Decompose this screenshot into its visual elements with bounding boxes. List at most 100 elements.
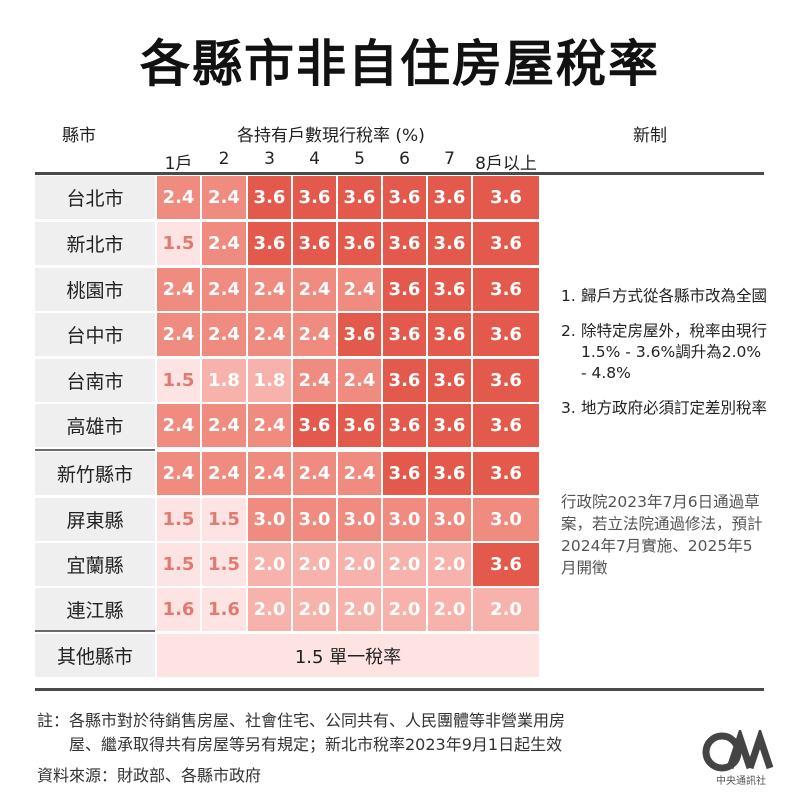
rate-cell: 3.6 <box>428 404 471 447</box>
county-label: 台南市 <box>35 359 155 402</box>
rate-cell: 2.0 <box>428 588 471 631</box>
column-header-2: 2 <box>218 149 230 169</box>
county-label: 台中市 <box>35 313 155 356</box>
rate-cell: 3.0 <box>338 498 381 541</box>
note-number: 2. <box>561 322 576 340</box>
column-header-8: 8戶以上 <box>475 154 537 174</box>
rate-cell: 2.0 <box>338 543 381 586</box>
rate-cell: 1.6 <box>202 588 246 631</box>
rate-cell: 1.5 <box>157 498 200 541</box>
rate-cell: 3.6 <box>473 404 539 447</box>
rate-cell: 2.4 <box>157 452 200 495</box>
rate-cell: 2.4 <box>202 176 246 219</box>
rate-cell: 3.6 <box>338 222 381 265</box>
note-text: 除特定房屋外，稅率由現行1.5% - 3.6%調升為2.0% - 4.8% <box>581 322 768 382</box>
other-counties-label: 其他縣市 <box>35 634 155 677</box>
rate-cell: 1.5 <box>202 498 246 541</box>
table-top-rule <box>35 172 764 175</box>
cna-logo-icon <box>702 730 774 772</box>
rate-cell: 3.6 <box>428 452 471 495</box>
rate-cell: 2.0 <box>428 543 471 586</box>
rate-cell: 3.6 <box>338 313 381 356</box>
rate-cell: 2.4 <box>248 452 291 495</box>
rate-cell: 3.0 <box>248 498 291 541</box>
county-label: 台北市 <box>35 176 155 219</box>
rate-cell: 3.0 <box>473 498 539 541</box>
rate-cell: 3.6 <box>383 404 426 447</box>
rate-cell: 3.0 <box>383 498 426 541</box>
rate-cell: 3.6 <box>473 452 539 495</box>
rate-cell: 2.0 <box>248 588 291 631</box>
rate-cell: 1.5 <box>157 359 200 402</box>
rate-cell: 2.4 <box>338 452 381 495</box>
new-system-status: 行政院2023年7月6日通過草案，若立法院通過修法，預計2024年7月實施、20… <box>561 493 763 577</box>
column-header-3: 3 <box>264 149 275 169</box>
rate-cell: 1.8 <box>202 359 246 402</box>
county-column-header: 縣市 <box>62 126 96 146</box>
rate-cell: 3.6 <box>248 222 291 265</box>
note-item: 2. 除特定房屋外，稅率由現行1.5% - 3.6%調升為2.0% - 4.8% <box>561 321 771 384</box>
rate-cell: 2.4 <box>157 176 200 219</box>
footnote-line: 屋、繼承取得共有房屋等另有規定；新北市稅率2023年9月1日起生效 <box>69 735 563 754</box>
county-label: 高雄市 <box>35 404 155 447</box>
column-header-4: 4 <box>309 149 320 169</box>
rate-cell: 2.4 <box>293 268 336 311</box>
rate-cell: 2.4 <box>338 359 381 402</box>
rate-cell: 3.6 <box>473 268 539 311</box>
rate-cell: 3.6 <box>293 222 336 265</box>
rates-column-header: 各持有戶數現行稅率 (%) <box>237 126 425 146</box>
column-header-1: 1戶 <box>164 154 193 174</box>
note-item: 1. 歸戶方式從各縣市改為全國 <box>561 286 771 307</box>
rate-cell: 2.0 <box>293 588 336 631</box>
rate-cell: 3.6 <box>338 404 381 447</box>
rate-cell: 2.0 <box>383 543 426 586</box>
rate-cell: 2.4 <box>293 313 336 356</box>
rate-cell: 3.6 <box>383 268 426 311</box>
county-label: 連江縣 <box>35 588 155 631</box>
table-bottom-rule <box>35 688 764 691</box>
rate-cell: 3.6 <box>293 404 336 447</box>
rate-cell: 2.4 <box>248 268 291 311</box>
source-credit: 資料來源：財政部、各縣市政府 <box>37 766 262 785</box>
county-label: 屏東縣 <box>35 498 155 541</box>
rate-cell: 3.6 <box>383 313 426 356</box>
rate-cell: 3.6 <box>383 176 426 219</box>
rate-cell: 2.0 <box>293 543 336 586</box>
note-number: 3. <box>561 399 576 417</box>
rate-cell: 1.6 <box>157 588 200 631</box>
rate-cell: 3.6 <box>473 222 539 265</box>
rate-cell: 3.6 <box>383 452 426 495</box>
county-label: 宜蘭縣 <box>35 543 155 586</box>
county-label: 桃園市 <box>35 268 155 311</box>
rate-cell: 3.6 <box>338 176 381 219</box>
rate-cell: 3.6 <box>428 268 471 311</box>
rate-cell: 1.5 <box>157 222 200 265</box>
column-header-6: 6 <box>399 149 410 169</box>
rate-cell: 3.6 <box>473 359 539 402</box>
rate-cell: 2.4 <box>202 313 246 356</box>
rate-cell: 3.6 <box>473 313 539 356</box>
footnote-line: 註：各縣市對於待銷售房屋、社會住宅、公同共有、人民團體等非營業用房 <box>37 711 566 730</box>
rate-cell: 3.6 <box>293 176 336 219</box>
rate-cell: 1.5 <box>157 543 200 586</box>
note-item: 3. 地方政府必須訂定差別稅率 <box>561 398 771 419</box>
county-group-divider <box>35 449 155 451</box>
rate-cell: 2.4 <box>202 268 246 311</box>
column-header-5: 5 <box>354 149 365 169</box>
rate-cell: 3.6 <box>248 176 291 219</box>
rate-cell: 1.8 <box>248 359 291 402</box>
rate-cell: 1.5 <box>202 543 246 586</box>
other-counties-rate: 1.5 單一稅率 <box>157 634 539 677</box>
rate-cell: 3.6 <box>383 222 426 265</box>
note-text: 歸戶方式從各縣市改為全國 <box>581 287 768 305</box>
rate-cell: 2.4 <box>157 268 200 311</box>
rate-cell: 2.4 <box>338 268 381 311</box>
rate-cell: 2.4 <box>202 452 246 495</box>
rate-cell: 2.4 <box>293 452 336 495</box>
rate-cell: 3.6 <box>428 176 471 219</box>
rate-cell: 2.0 <box>383 588 426 631</box>
page-title: 各縣市非自住房屋稅率 <box>140 35 660 93</box>
rate-cell: 3.6 <box>473 176 539 219</box>
rate-cell: 2.0 <box>338 588 381 631</box>
rate-cell: 3.0 <box>428 498 471 541</box>
